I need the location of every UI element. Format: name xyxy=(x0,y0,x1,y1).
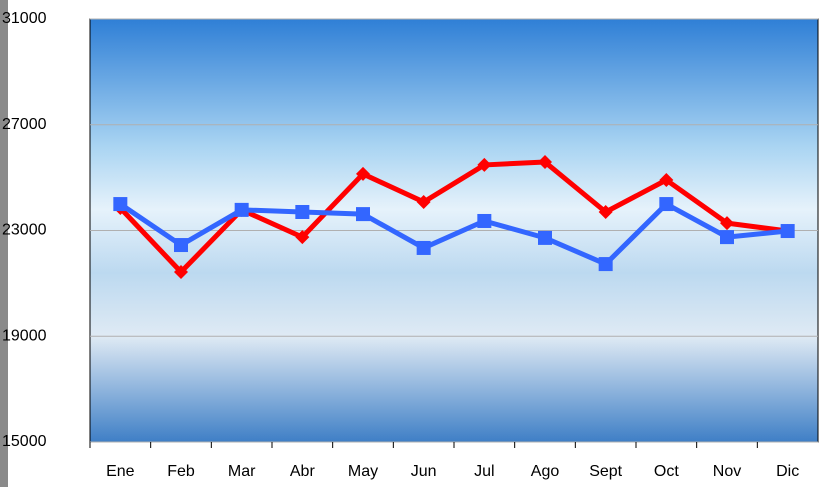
x-tick-label: Jul xyxy=(474,463,494,480)
data-point xyxy=(356,166,370,181)
data-point xyxy=(477,157,492,172)
data-point xyxy=(416,240,431,255)
data-point xyxy=(538,155,552,170)
data-point xyxy=(598,257,613,272)
data-point xyxy=(659,197,674,212)
side-strip xyxy=(0,0,8,487)
series-line xyxy=(118,159,788,275)
data-point xyxy=(234,202,249,217)
data-point xyxy=(174,265,188,280)
x-tick-label: Mar xyxy=(228,463,256,480)
data-point xyxy=(598,204,613,219)
y-tick-label: 27000 xyxy=(2,116,47,133)
data-point xyxy=(720,216,734,231)
series-line xyxy=(118,201,788,267)
y-tick-label: 19000 xyxy=(2,327,47,344)
y-tick-label: 15000 xyxy=(2,433,47,450)
x-tick-label: Jun xyxy=(411,463,437,480)
x-tick-label: Dic xyxy=(776,463,799,480)
data-point xyxy=(659,173,674,188)
data-point xyxy=(720,230,734,245)
data-point xyxy=(416,194,431,209)
data-point xyxy=(295,230,310,245)
x-tick-label: Feb xyxy=(167,463,195,480)
y-tick-label: 31000 xyxy=(2,10,47,27)
y-tick-label: 23000 xyxy=(2,222,47,239)
x-tick-label: Oct xyxy=(654,463,679,480)
data-point xyxy=(538,230,552,245)
data-point xyxy=(174,238,188,253)
x-tick-label: Sept xyxy=(589,463,622,480)
x-tick-label: Ene xyxy=(106,463,135,480)
x-tick-label: Nov xyxy=(713,463,741,480)
data-point xyxy=(780,224,795,239)
x-tick-label: Abr xyxy=(290,463,316,480)
data-point xyxy=(477,213,492,228)
data-point xyxy=(356,207,370,222)
x-tick-label: Ago xyxy=(531,463,560,480)
data-point xyxy=(113,197,128,212)
data-point xyxy=(295,204,310,219)
x-tick-label: May xyxy=(348,463,378,480)
